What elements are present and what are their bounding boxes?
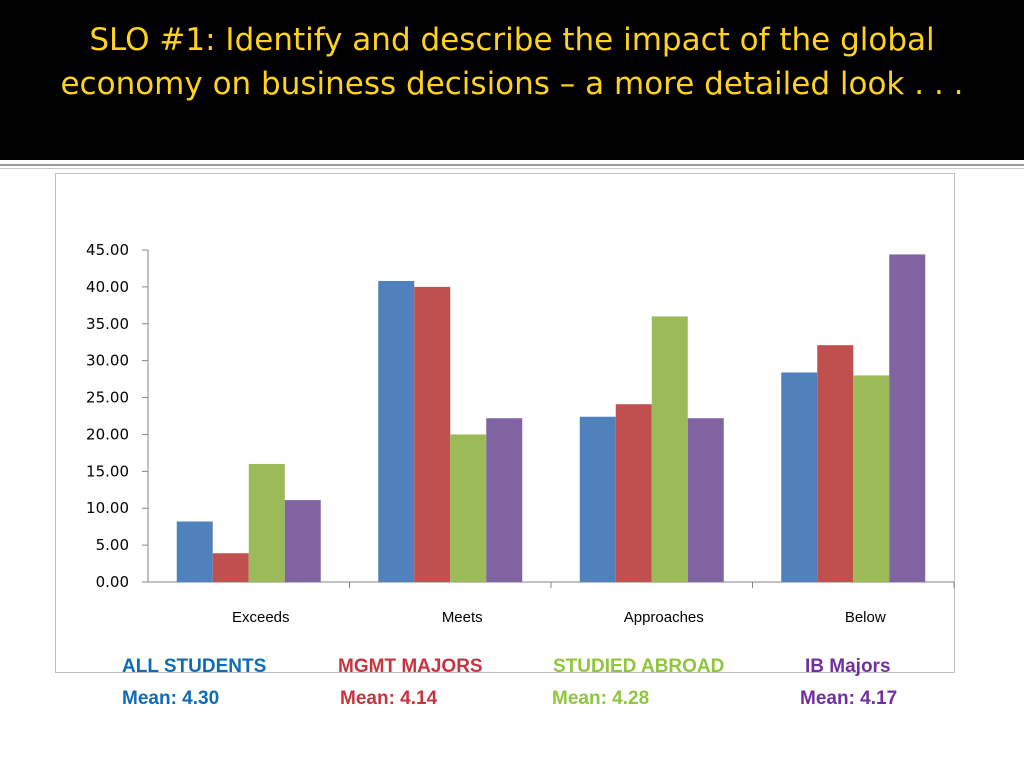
y-tick-label: 0.00 bbox=[96, 573, 129, 591]
y-tick-label: 30.00 bbox=[86, 352, 129, 370]
category-label: Below bbox=[845, 609, 886, 626]
mean-ib-majors: Mean: 4.17 bbox=[800, 688, 898, 709]
bar-ib-majors-meets bbox=[486, 418, 523, 582]
category-label: Meets bbox=[442, 609, 483, 626]
bar-studied-abroad-exceeds bbox=[248, 463, 285, 582]
bar-mgmt-majors-approaches bbox=[615, 404, 652, 582]
legend-ib-majors: IB Majors bbox=[805, 656, 891, 677]
title-divider-thin bbox=[0, 168, 1024, 169]
legend-studied-abroad: STUDIED ABROAD bbox=[553, 656, 725, 677]
bar-all-students-meets bbox=[378, 280, 415, 582]
bar-all-students-approaches bbox=[579, 416, 616, 582]
y-tick-label: 15.00 bbox=[86, 462, 129, 480]
mean-studied-abroad: Mean: 4.28 bbox=[552, 688, 650, 709]
bar-all-students-below bbox=[781, 372, 818, 582]
y-tick-label: 10.00 bbox=[86, 499, 129, 517]
bar-mgmt-majors-exceeds bbox=[212, 553, 249, 582]
category-label: Approaches bbox=[624, 609, 704, 626]
bar-studied-abroad-below bbox=[853, 375, 890, 582]
slide-title: SLO #1: Identify and describe the impact… bbox=[60, 22, 964, 102]
mean-all-students: Mean: 4.30 bbox=[122, 688, 220, 709]
title-divider bbox=[0, 164, 1024, 166]
category-label: Exceeds bbox=[232, 609, 290, 626]
y-tick-label: 20.00 bbox=[86, 425, 129, 443]
y-tick-label: 35.00 bbox=[86, 315, 129, 333]
mean-mgmt-majors: Mean: 4.14 bbox=[340, 688, 438, 709]
y-tick-label: 45.00 bbox=[86, 241, 129, 259]
y-tick-label: 5.00 bbox=[96, 536, 129, 554]
bar-mgmt-majors-below bbox=[817, 345, 854, 582]
title-bar bbox=[0, 0, 1024, 160]
y-tick-label: 40.00 bbox=[86, 278, 129, 296]
legend-all-students: ALL STUDENTS bbox=[122, 656, 267, 677]
y-tick-label: 25.00 bbox=[86, 389, 129, 407]
bar-studied-abroad-meets bbox=[450, 434, 487, 582]
legend-mgmt-majors: MGMT MAJORS bbox=[338, 656, 483, 677]
bar-ib-majors-below bbox=[889, 254, 926, 582]
bar-ib-majors-exceeds bbox=[284, 500, 321, 582]
bar-mgmt-majors-meets bbox=[414, 286, 451, 582]
bar-all-students-exceeds bbox=[176, 521, 213, 582]
bar-ib-majors-approaches bbox=[687, 418, 724, 582]
bar-studied-abroad-approaches bbox=[651, 316, 688, 582]
chart-frame bbox=[55, 173, 955, 673]
